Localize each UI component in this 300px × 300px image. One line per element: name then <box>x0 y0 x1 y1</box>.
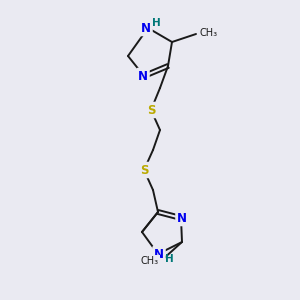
Text: N: N <box>177 212 187 224</box>
Text: N: N <box>154 248 164 260</box>
Text: CH₃: CH₃ <box>199 28 217 38</box>
Text: CH₃: CH₃ <box>141 256 159 266</box>
Text: S: S <box>147 103 155 116</box>
Text: H: H <box>165 254 173 264</box>
Text: N: N <box>141 22 151 34</box>
Text: N: N <box>138 70 148 83</box>
Text: S: S <box>140 164 148 176</box>
Text: H: H <box>152 18 160 28</box>
